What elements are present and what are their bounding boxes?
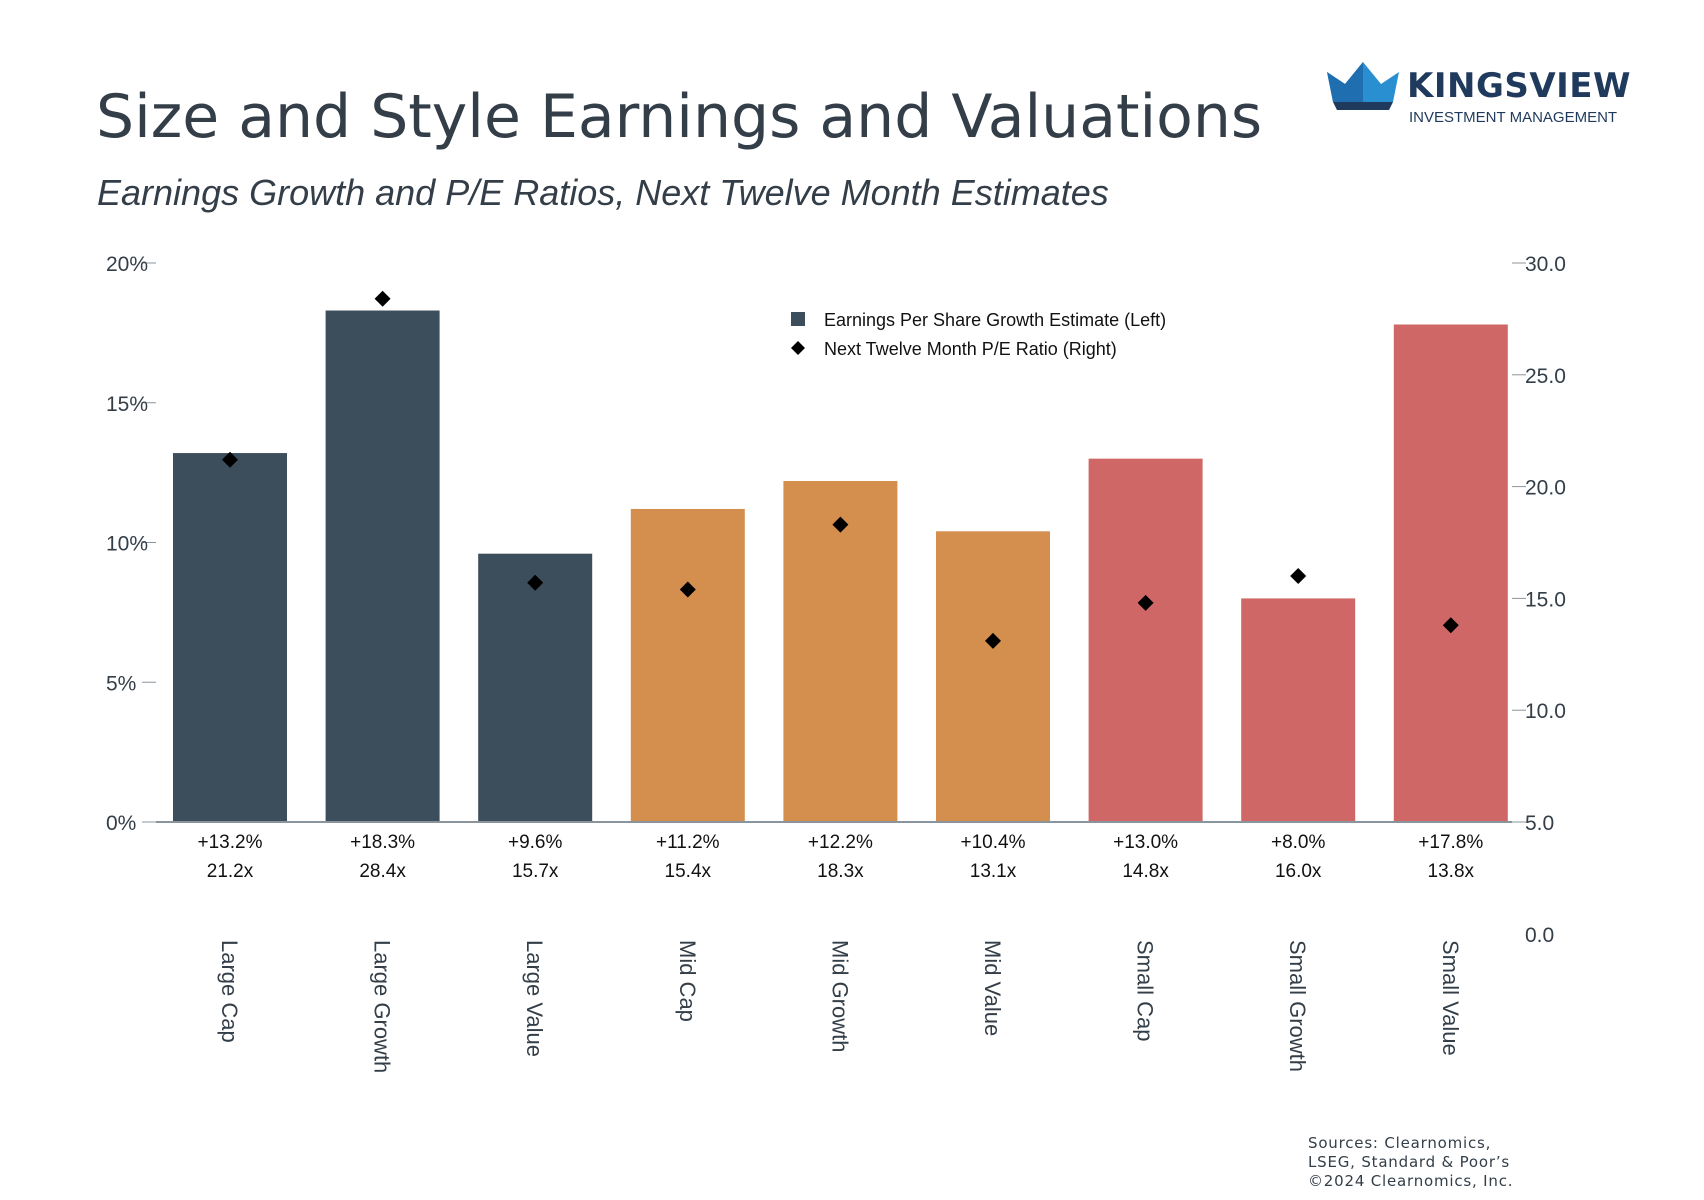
bar-value-label: +10.4% [961, 832, 1026, 853]
legend-bar-swatch [791, 312, 805, 326]
category-label: Small Cap [1133, 940, 1158, 1041]
legend-bar-label: Earnings Per Share Growth Estimate (Left… [824, 310, 1166, 330]
bar-value-label: +12.2% [808, 832, 873, 853]
pe-marker-6 [985, 632, 1001, 649]
left-axis-tick-label: 10% [106, 533, 148, 556]
bar-4 [630, 508, 745, 822]
pe-value-label: 16.0x [1275, 861, 1322, 882]
bar-value-label: +17.8% [1418, 832, 1483, 853]
pe-marker-5 [832, 516, 849, 533]
left-axis-tick-label: 0% [106, 812, 136, 835]
bar-1 [173, 453, 287, 822]
bar-value-label: +13.0% [1113, 832, 1178, 853]
pe-marker-8 [1290, 568, 1307, 585]
category-label: Large Value [522, 940, 547, 1057]
pe-marker-4 [679, 581, 696, 598]
right-axis-tick-label: 25.0 [1525, 365, 1566, 388]
right-axis-tick-label: 5.0 [1525, 812, 1554, 835]
pe-value-label: 14.8x [1122, 861, 1169, 882]
legend-diamond-swatch [791, 341, 805, 355]
sources-line: LSEG, Standard & Poor’s [1308, 1153, 1511, 1171]
category-label: Large Growth [370, 940, 395, 1073]
sources-note: Sources: Clearnomics, LSEG, Standard & P… [1308, 1134, 1513, 1191]
category-label: Mid Value [980, 940, 1005, 1036]
pe-value-label: 15.4x [665, 861, 712, 882]
category-label: Small Value [1438, 940, 1463, 1056]
pe-value-label: 13.1x [970, 861, 1017, 882]
category-label: Mid Cap [675, 940, 700, 1022]
brand-name: KINGSVIEW [1407, 66, 1632, 106]
category-label: Mid Growth [827, 940, 852, 1052]
bar-value-label: +18.3% [350, 832, 415, 853]
bar-5 [783, 481, 898, 822]
pe-value-label: 18.3x [817, 861, 864, 882]
pe-value-label: 21.2x [207, 861, 254, 882]
right-axis-tick-label: 10.0 [1525, 700, 1566, 723]
brand-tagline: INVESTMENT MANAGEMENT [1409, 109, 1618, 126]
pe-value-label: 15.7x [512, 861, 559, 882]
pe-marker-9 [1442, 617, 1459, 634]
bar-6 [936, 531, 1050, 822]
pe-value-label: 28.4x [359, 861, 406, 882]
pe-marker-1 [222, 451, 238, 468]
chart-title: Size and Style Earnings and Valuations [96, 82, 1263, 152]
right-axis-tick-label: 15.0 [1525, 588, 1566, 611]
bar-7 [1088, 458, 1203, 822]
brand-logo: KINGSVIEW INVESTMENT MANAGEMENT [1325, 60, 1631, 130]
bar-9 [1393, 324, 1508, 822]
pe-marker-7 [1137, 594, 1154, 611]
right-axis-tick-label: 20.0 [1525, 477, 1566, 500]
left-axis-tick-label: 15% [106, 393, 148, 416]
bar-value-label: +13.2% [198, 832, 263, 853]
bar-value-label: +8.0% [1271, 832, 1326, 853]
left-axis-tick-label: 20% [106, 253, 148, 276]
bar-3 [478, 553, 593, 822]
right-axis-tick-label: 30.0 [1525, 253, 1566, 276]
bar-value-label: +11.2% [656, 832, 720, 853]
pe-marker-2 [374, 290, 391, 307]
bar-8 [1241, 598, 1356, 822]
chart-subtitle: Earnings Growth and P/E Ratios, Next Twe… [97, 172, 1109, 213]
bar-value-label: +9.6% [508, 832, 563, 853]
category-label: Large Cap [217, 940, 242, 1043]
pe-value-label: 13.8x [1428, 861, 1475, 882]
sources-line: Sources: Clearnomics, [1308, 1134, 1492, 1152]
crown-icon [1327, 62, 1399, 110]
bar-2 [325, 310, 440, 822]
copyright-line: ©2024 Clearnomics, Inc. [1308, 1172, 1514, 1190]
legend-pe-label: Next Twelve Month P/E Ratio (Right) [824, 339, 1117, 359]
right-axis-tick-label: 0.0 [1525, 924, 1554, 947]
category-label: Small Growth [1285, 940, 1310, 1072]
pe-marker-3 [527, 574, 544, 591]
left-axis-tick-label: 5% [106, 672, 136, 695]
